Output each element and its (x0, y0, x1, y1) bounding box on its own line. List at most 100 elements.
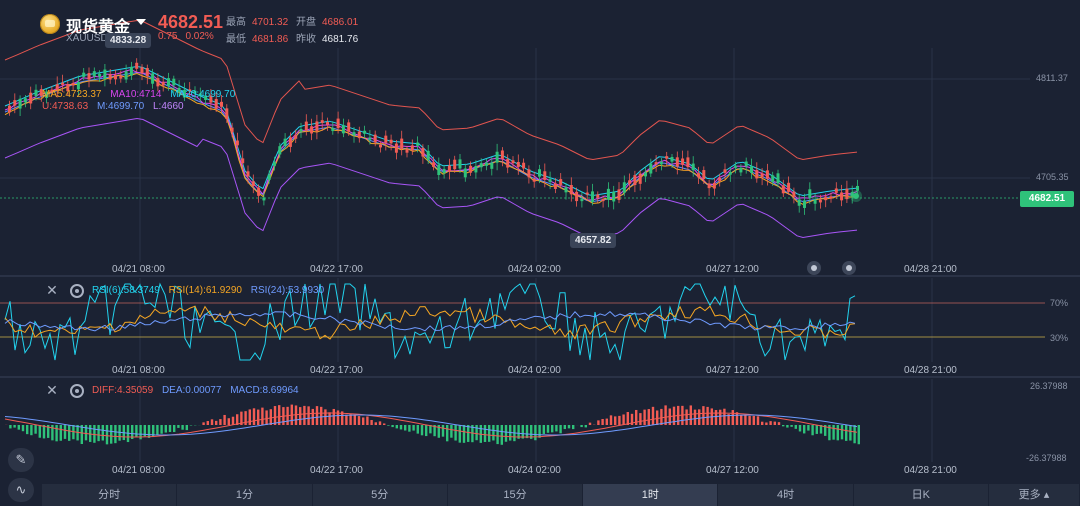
tab-1hour[interactable]: 1时 (583, 484, 719, 506)
symbol-title[interactable]: 现货黄金 (66, 17, 131, 36)
macd-bar (265, 410, 268, 425)
candle-body (522, 162, 526, 169)
high-marker-label: 4833.28 (105, 33, 152, 48)
candle-body (347, 122, 351, 132)
scroll-left-button[interactable] (807, 261, 821, 275)
candle-body (718, 177, 722, 182)
candle-body (182, 89, 186, 98)
close-icon[interactable]: ✕ (46, 382, 58, 398)
tab-more[interactable]: 更多 ▴ (989, 484, 1080, 506)
tab-1min[interactable]: 1分 (177, 484, 313, 506)
macd-bar (454, 425, 457, 441)
candle-body (108, 74, 112, 80)
candle-body (45, 91, 49, 98)
macd-bar (546, 425, 550, 433)
settings-icon[interactable] (70, 284, 84, 298)
candle-body (151, 73, 155, 84)
current-price-tag: 4682.51 (1020, 191, 1074, 207)
candle-body (135, 62, 139, 69)
macd-bar (656, 410, 659, 425)
scroll-right-button[interactable] (842, 261, 856, 275)
macd-bar (731, 410, 734, 425)
macd-bar (47, 425, 50, 438)
macd-bar (534, 425, 537, 441)
macd-bar (34, 425, 37, 434)
macd-bar (635, 409, 638, 425)
macd-bar (605, 418, 608, 425)
candle-body (479, 163, 483, 168)
candle-body (829, 196, 833, 199)
macd-bar (231, 416, 235, 425)
macd-bar (278, 405, 281, 425)
close-icon[interactable]: ✕ (46, 282, 58, 298)
candle-body (193, 90, 197, 93)
candle-body (103, 69, 107, 79)
macd-bar (114, 425, 117, 444)
candle-body (357, 131, 361, 139)
candle-body (177, 87, 181, 93)
macd-bar (51, 425, 54, 441)
tab-daily[interactable]: 日K (854, 484, 989, 506)
x-label: 04/22 17:00 (310, 365, 363, 376)
candle-body (400, 138, 404, 149)
chevron-down-icon[interactable] (136, 19, 146, 25)
rsi14-line (4, 305, 856, 340)
rsi6-line (4, 282, 856, 361)
macd-bar (853, 425, 856, 444)
candle-body (702, 170, 706, 180)
ma-legend: MA5:4723.37 MA10:4714 MA20:4699.70 (42, 89, 236, 100)
candle-body (437, 164, 441, 175)
candle-body (734, 165, 738, 168)
candle-body (712, 182, 716, 189)
macd-bar (383, 423, 386, 425)
macd-bar (181, 425, 184, 430)
macd-bar (706, 406, 709, 425)
macd-bar (832, 425, 835, 440)
candle-body (506, 159, 510, 168)
candle-body (744, 161, 748, 167)
candle-body (124, 71, 128, 80)
macd-bar (89, 425, 92, 442)
draw-pen-icon[interactable]: ✎ (8, 448, 34, 472)
macd-bar (450, 425, 453, 438)
candle-body (315, 121, 319, 132)
macd-bar (248, 409, 251, 425)
candle-body (760, 173, 764, 178)
settings-icon[interactable] (70, 384, 84, 398)
tab-4hour[interactable]: 4时 (718, 484, 854, 506)
macd-bar (387, 425, 390, 426)
macd-bar (399, 425, 403, 430)
macd-bar (840, 425, 844, 440)
candle-body (61, 82, 64, 85)
x-label: 04/24 02:00 (508, 264, 561, 275)
candle-body (856, 185, 859, 191)
candle-body (71, 83, 75, 86)
rsi-legend: RSI(6):58.3749 RSI(14):61.9290 RSI(24):5… (92, 285, 325, 296)
macd-bar (101, 425, 104, 441)
candle-body (172, 78, 176, 86)
indicator-icon[interactable]: ∿ (8, 478, 34, 502)
candle-body (697, 173, 700, 178)
macd-bar (609, 415, 613, 425)
candle-body (686, 157, 690, 168)
candle-body (389, 139, 393, 144)
tab-15min[interactable]: 15分 (448, 484, 584, 506)
tab-5min[interactable]: 5分 (313, 484, 448, 506)
macd-bar (693, 409, 697, 425)
stat-prev-close: 昨收 4681.76 (296, 34, 359, 45)
candle-body (257, 187, 261, 196)
tab-timeshare[interactable]: 分时 (42, 484, 178, 506)
macd-bar (80, 425, 83, 444)
candle-body (675, 157, 679, 167)
candle-body (803, 200, 806, 208)
macd-bar (723, 408, 726, 425)
macd-bar (257, 409, 260, 425)
x-label: 04/21 08:00 (112, 365, 165, 376)
last-price: 4682.51 (158, 12, 224, 32)
candle-body (818, 199, 822, 203)
macd-bar (630, 413, 634, 425)
candle-body (167, 78, 170, 86)
quote-header: 现货黄金 XAUUSD 4682.51 0.75 0.02% 最高 4701.32 … (0, 0, 1080, 46)
